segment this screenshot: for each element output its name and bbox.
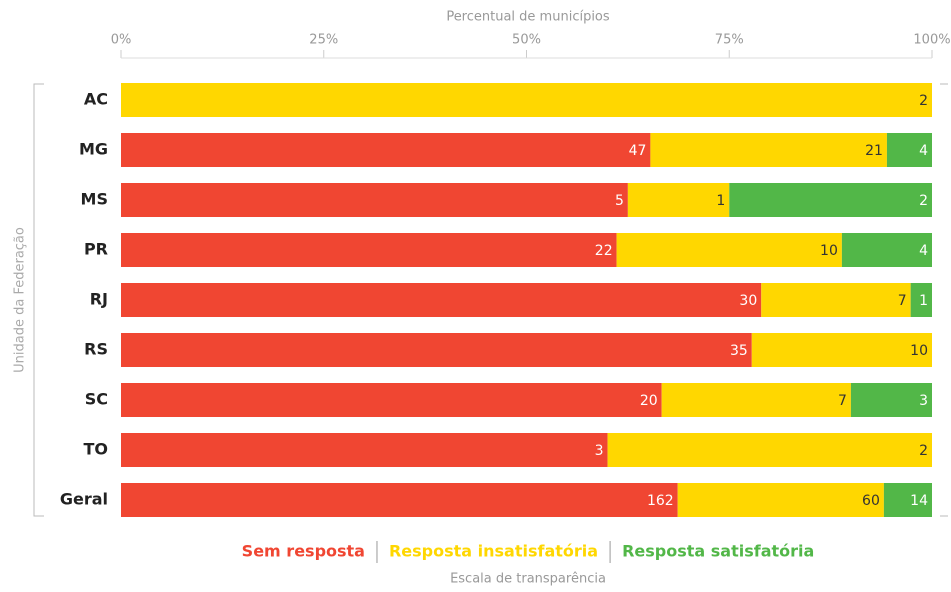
- bar-segment: [121, 283, 762, 317]
- x-tick-label: 75%: [715, 33, 744, 48]
- data-label: 2: [919, 193, 928, 209]
- bar-segment: [751, 333, 932, 367]
- data-label: 47: [629, 143, 647, 159]
- data-label: 5: [615, 193, 624, 209]
- data-label: 2: [919, 443, 928, 459]
- bar-segment: [761, 283, 911, 317]
- bar-segment: [910, 283, 932, 317]
- bar-segment: [121, 83, 932, 117]
- bar-segment: [841, 233, 932, 267]
- y-tick-label: RS: [84, 340, 108, 359]
- data-label: 22: [595, 243, 613, 259]
- y-tick-label: TO: [83, 440, 108, 459]
- x-axis-title: Percentual de municípios: [446, 10, 610, 25]
- data-label: 7: [838, 393, 847, 409]
- bar-segment: [661, 383, 851, 417]
- data-label: 20: [640, 393, 658, 409]
- bar-segment: [729, 183, 932, 217]
- bar-segment: [121, 483, 678, 517]
- data-label: 10: [910, 343, 928, 359]
- bar-segment: [627, 183, 730, 217]
- y-tick-label: MG: [79, 140, 108, 159]
- bar-segment: [650, 133, 887, 167]
- y-tick-label: SC: [85, 390, 108, 409]
- bar-segment: [616, 233, 842, 267]
- data-label: 4: [919, 243, 928, 259]
- data-label: 30: [739, 293, 757, 309]
- legend: Sem resposta Resposta insatisfatória Respo…: [242, 541, 814, 563]
- y-tick-label: MS: [81, 190, 108, 209]
- x-tick-label: 25%: [309, 33, 338, 48]
- bar-segment: [121, 433, 608, 467]
- data-label: 35: [730, 343, 748, 359]
- data-label: 7: [898, 293, 907, 309]
- data-label: 1: [716, 193, 725, 209]
- legend-label: Sem resposta: [242, 542, 365, 561]
- bar-segment: [121, 183, 628, 217]
- legend-label: Resposta satisfatória: [622, 542, 814, 561]
- bar-segment: [121, 133, 651, 167]
- x-tick-label: 100%: [913, 33, 950, 48]
- bracket: [940, 83, 948, 517]
- data-label: 10: [820, 243, 838, 259]
- legend-label: Resposta insatisfatória: [389, 542, 598, 561]
- data-label: 3: [595, 443, 604, 459]
- data-label: 1: [919, 293, 928, 309]
- y-tick-label: RJ: [90, 290, 108, 309]
- bar-segment: [886, 133, 932, 167]
- data-label: 21: [865, 143, 883, 159]
- data-label: 3: [919, 393, 928, 409]
- bar-segment: [121, 233, 617, 267]
- bar-segment: [121, 383, 662, 417]
- data-label: 4: [919, 143, 928, 159]
- data-label: 162: [647, 493, 674, 509]
- x-tick-label: 0%: [111, 33, 132, 48]
- y-tick-label: PR: [84, 240, 108, 259]
- legend-title: Escala de transparência: [450, 572, 606, 587]
- bracket: [33, 83, 44, 517]
- data-label: 60: [862, 493, 880, 509]
- bar-segment: [607, 433, 932, 467]
- bar-segment: [121, 333, 752, 367]
- bar-segment: [850, 383, 932, 417]
- bar-segment: [883, 483, 932, 517]
- x-tick-label: 50%: [512, 33, 541, 48]
- data-label: 14: [910, 493, 928, 509]
- y-axis-title: Unidade da Federação: [13, 227, 28, 373]
- bar-segment: [677, 483, 884, 517]
- data-label: 2: [919, 93, 928, 109]
- y-tick-label: AC: [84, 90, 108, 109]
- y-tick-label: Geral: [60, 490, 108, 509]
